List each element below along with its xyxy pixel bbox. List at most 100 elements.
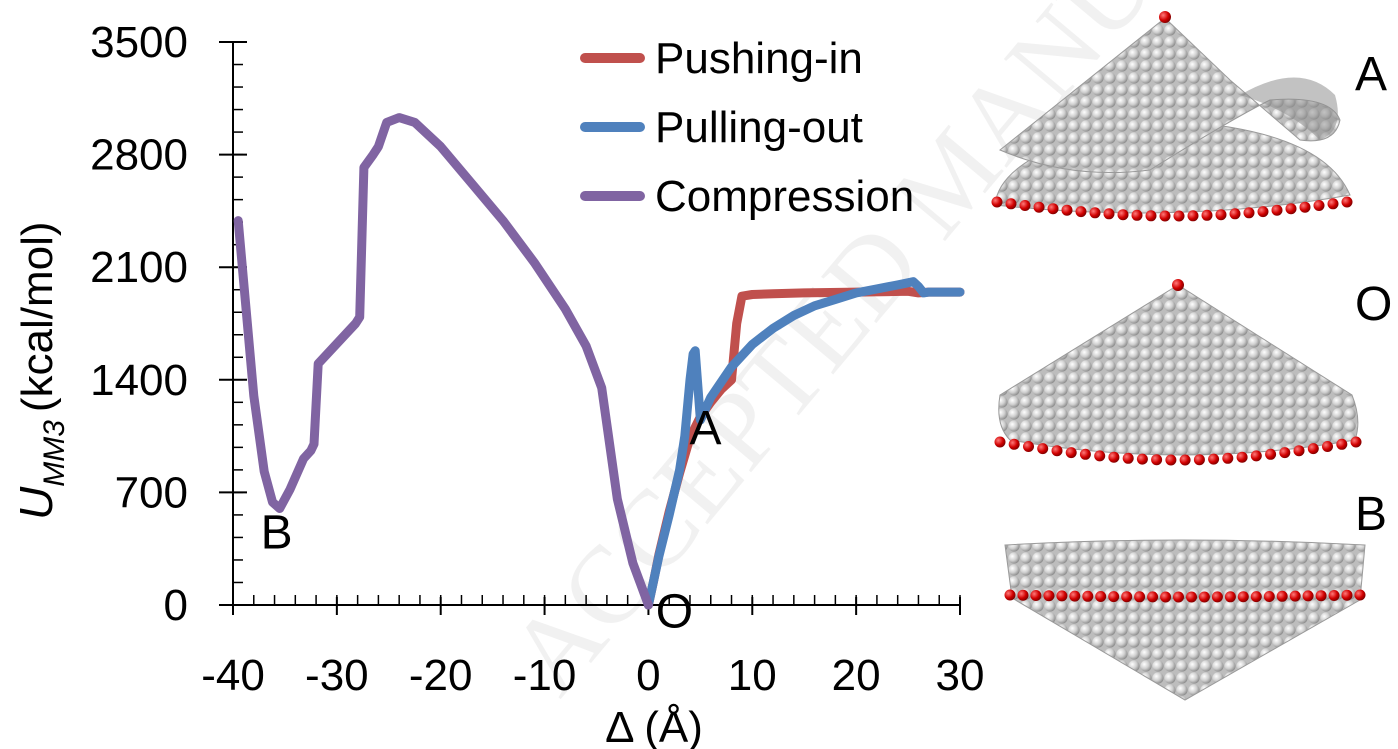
annotation-label-o: O	[656, 586, 693, 639]
red-bead	[1165, 454, 1177, 466]
red-bead	[1082, 590, 1094, 602]
red-bead	[1094, 450, 1106, 462]
chart-axes: 0 700 1400 2100 2800 3500 -40 -30 -20 -10 0 10 20 30	[90, 18, 984, 700]
red-bead	[991, 196, 1003, 208]
red-bead	[1263, 591, 1275, 602]
red-bead	[1051, 445, 1063, 457]
red-bead	[1224, 591, 1236, 603]
red-bead	[1005, 198, 1017, 210]
x-axis-title: Δ (Å)	[605, 703, 703, 749]
legend-label-pulling-out: Pulling-out	[655, 103, 863, 152]
red-bead	[1056, 590, 1068, 602]
chart-legend: Pushing-in Pulling-out Compression	[580, 34, 914, 221]
y-tick-label: 2800	[90, 131, 188, 180]
red-bead	[1208, 453, 1220, 465]
panel-a-cone	[999, 17, 1341, 173]
y-tick-label: 700	[115, 468, 188, 517]
panel-label-o: O	[1355, 278, 1392, 331]
red-bead	[1089, 207, 1101, 219]
red-bead	[1250, 591, 1262, 603]
red-bead	[1265, 448, 1277, 460]
red-bead	[1095, 591, 1107, 602]
red-bead	[1147, 591, 1159, 603]
red-bead	[1030, 590, 1042, 601]
red-bead	[1075, 206, 1087, 218]
annotation-label-a: A	[690, 402, 722, 455]
panel-a-structure	[991, 11, 1353, 222]
red-bead	[1341, 196, 1353, 208]
panel-o-cone	[998, 284, 1359, 456]
red-bead	[1302, 590, 1314, 602]
panel-b-cone	[1004, 539, 1366, 701]
y-tick-label: 1400	[90, 356, 188, 405]
y-tick-label: 2100	[90, 243, 188, 292]
axis-titles: Δ (Å) UMM3 (kcal/mol)	[10, 221, 703, 749]
red-bead	[1145, 210, 1157, 222]
panel-a-fold	[1240, 77, 1338, 140]
red-bead	[1313, 200, 1325, 211]
red-bead	[1122, 452, 1134, 464]
annotation-label-b: B	[261, 507, 293, 560]
red-bead	[1037, 443, 1049, 455]
red-bead	[1236, 451, 1248, 463]
red-bead	[1103, 208, 1115, 220]
red-bead	[1276, 590, 1288, 602]
red-bead	[1108, 451, 1120, 463]
panel-a-red-ring	[991, 196, 1353, 222]
red-bead	[1023, 441, 1034, 452]
red-bead	[1285, 203, 1297, 215]
red-bead	[1033, 201, 1045, 213]
y-axis-title-unit: (kcal/mol)	[13, 221, 62, 412]
red-bead	[1350, 436, 1362, 448]
panel-label-b: B	[1355, 488, 1387, 541]
red-bead	[1017, 589, 1029, 601]
svg-text:UMM3(kcal/mol): UMM3 (kcal/mol)	[10, 221, 71, 520]
red-bead	[1173, 591, 1184, 603]
x-tick-label: 10	[728, 651, 777, 700]
red-bead	[1108, 591, 1120, 603]
red-bead	[1279, 447, 1291, 459]
x-tick-label: -10	[513, 651, 577, 700]
y-tick-label: 3500	[90, 18, 188, 67]
red-bead	[1327, 198, 1339, 210]
red-bead	[1019, 200, 1031, 211]
chart-series	[233, 113, 965, 610]
chart-annotations: A B O	[261, 402, 722, 638]
x-tick-label: -20	[409, 651, 473, 700]
red-bead	[1250, 450, 1262, 462]
red-bead	[1134, 591, 1146, 603]
red-bead	[1307, 443, 1319, 455]
panel-b-structure	[1004, 539, 1366, 701]
red-bead	[1289, 590, 1301, 602]
y-axis-title-sub: MM3	[38, 420, 71, 487]
series-line-pulling-out	[643, 277, 965, 610]
red-bead	[1136, 453, 1148, 465]
red-bead	[1299, 201, 1311, 213]
red-bead	[1215, 209, 1227, 221]
x-tick-label: -40	[201, 651, 265, 700]
panel-o-red-ring	[994, 436, 1362, 466]
red-bead	[1336, 438, 1348, 450]
red-bead	[1315, 590, 1327, 602]
y-axis-title-main: U	[10, 486, 62, 520]
red-bead	[1079, 448, 1091, 460]
red-bead	[1293, 445, 1305, 457]
red-bead	[1187, 210, 1199, 222]
red-bead	[1065, 447, 1077, 459]
red-bead	[1328, 590, 1340, 601]
red-bead	[1354, 589, 1366, 601]
x-tick-label: 20	[832, 651, 881, 700]
red-bead	[1198, 591, 1210, 603]
y-tick-label: 0	[164, 581, 188, 630]
red-bead	[1193, 454, 1205, 466]
red-bead	[1229, 208, 1241, 220]
red-bead	[1160, 591, 1172, 603]
red-bead	[1322, 441, 1333, 452]
panel-a-apex	[1159, 11, 1171, 23]
red-bead	[1151, 454, 1163, 466]
red-bead	[1211, 591, 1223, 603]
red-bead	[1117, 209, 1129, 221]
structure-panels: A O B	[991, 11, 1392, 701]
red-bead	[1257, 206, 1269, 218]
